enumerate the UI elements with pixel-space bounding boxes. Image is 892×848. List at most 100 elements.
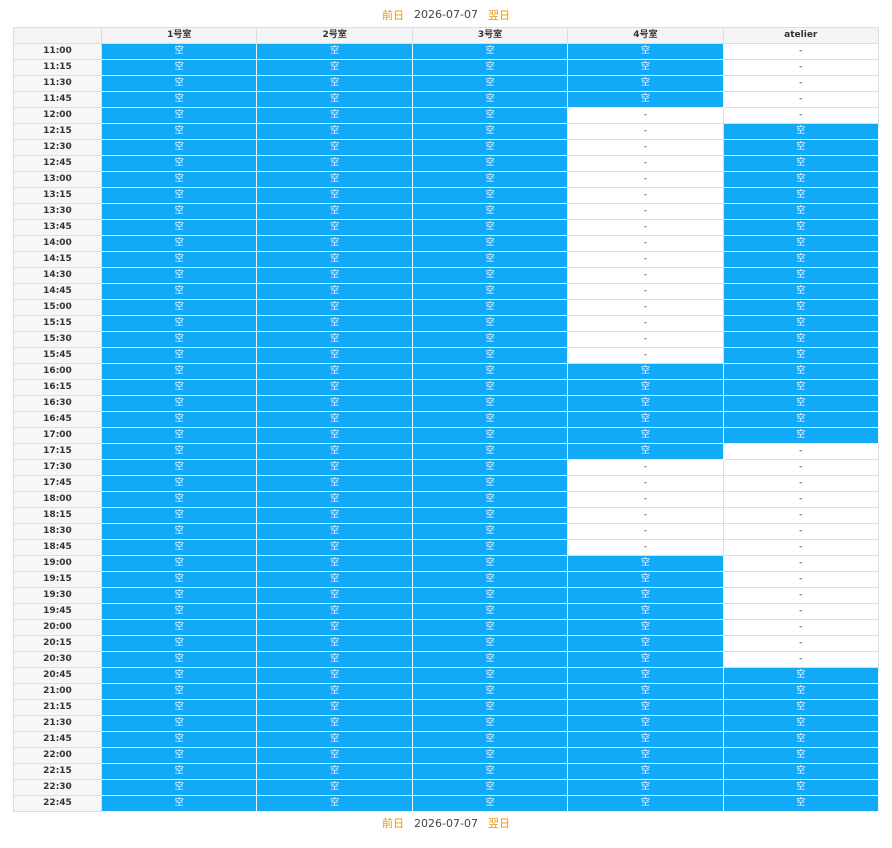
available-slot-room-3[interactable]: 空 <box>411 715 569 732</box>
available-slot-room-4[interactable]: 空 <box>567 395 724 412</box>
available-slot-room-2[interactable]: 空 <box>256 571 413 588</box>
available-slot-room-2[interactable]: 空 <box>256 139 413 156</box>
available-slot-room-atelier[interactable]: 空 <box>722 363 880 380</box>
available-slot-room-atelier[interactable]: 空 <box>722 763 880 780</box>
available-slot-room-3[interactable]: 空 <box>411 731 569 748</box>
available-slot-room-1[interactable]: 空 <box>100 651 258 668</box>
available-slot-room-atelier[interactable]: 空 <box>722 667 880 684</box>
available-slot-room-3[interactable]: 空 <box>411 651 569 668</box>
available-slot-room-1[interactable]: 空 <box>100 459 258 476</box>
available-slot-room-3[interactable]: 空 <box>411 171 569 188</box>
available-slot-room-1[interactable]: 空 <box>100 619 258 636</box>
available-slot-room-atelier[interactable]: 空 <box>722 251 880 268</box>
available-slot-room-2[interactable]: 空 <box>256 59 413 76</box>
available-slot-room-atelier[interactable]: 空 <box>722 779 880 796</box>
available-slot-room-3[interactable]: 空 <box>411 187 569 204</box>
available-slot-room-2[interactable]: 空 <box>256 603 413 620</box>
available-slot-room-4[interactable]: 空 <box>567 603 724 620</box>
available-slot-room-3[interactable]: 空 <box>411 459 569 476</box>
available-slot-room-4[interactable]: 空 <box>567 683 724 700</box>
available-slot-room-2[interactable]: 空 <box>256 283 413 300</box>
available-slot-room-4[interactable]: 空 <box>567 75 724 92</box>
available-slot-room-4[interactable]: 空 <box>567 619 724 636</box>
available-slot-room-3[interactable]: 空 <box>411 59 569 76</box>
available-slot-room-atelier[interactable]: 空 <box>722 155 880 172</box>
available-slot-room-1[interactable]: 空 <box>100 171 258 188</box>
available-slot-room-2[interactable]: 空 <box>256 123 413 140</box>
available-slot-room-atelier[interactable]: 空 <box>722 731 880 748</box>
available-slot-room-3[interactable]: 空 <box>411 139 569 156</box>
available-slot-room-1[interactable]: 空 <box>100 699 258 716</box>
available-slot-room-2[interactable]: 空 <box>256 395 413 412</box>
next-day-link[interactable]: 翌日 <box>487 817 510 830</box>
available-slot-room-2[interactable]: 空 <box>256 619 413 636</box>
available-slot-room-2[interactable]: 空 <box>256 43 413 60</box>
available-slot-room-1[interactable]: 空 <box>100 283 258 300</box>
available-slot-room-atelier[interactable]: 空 <box>722 715 880 732</box>
available-slot-room-1[interactable]: 空 <box>100 331 258 348</box>
available-slot-room-atelier[interactable]: 空 <box>722 187 880 204</box>
available-slot-room-2[interactable]: 空 <box>256 731 413 748</box>
available-slot-room-1[interactable]: 空 <box>100 779 258 796</box>
available-slot-room-atelier[interactable]: 空 <box>722 683 880 700</box>
available-slot-room-atelier[interactable]: 空 <box>722 139 880 156</box>
available-slot-room-4[interactable]: 空 <box>567 651 724 668</box>
available-slot-room-4[interactable]: 空 <box>567 555 724 572</box>
available-slot-room-3[interactable]: 空 <box>411 315 569 332</box>
available-slot-room-3[interactable]: 空 <box>411 379 569 396</box>
available-slot-room-3[interactable]: 空 <box>411 75 569 92</box>
available-slot-room-4[interactable]: 空 <box>567 667 724 684</box>
available-slot-room-3[interactable]: 空 <box>411 123 569 140</box>
available-slot-room-1[interactable]: 空 <box>100 507 258 524</box>
available-slot-room-4[interactable]: 空 <box>567 363 724 380</box>
available-slot-room-4[interactable]: 空 <box>567 571 724 588</box>
available-slot-room-1[interactable]: 空 <box>100 267 258 284</box>
available-slot-room-3[interactable]: 空 <box>411 411 569 428</box>
available-slot-room-1[interactable]: 空 <box>100 795 258 812</box>
available-slot-room-2[interactable]: 空 <box>256 251 413 268</box>
available-slot-room-4[interactable]: 空 <box>567 587 724 604</box>
available-slot-room-3[interactable]: 空 <box>411 155 569 172</box>
available-slot-room-atelier[interactable]: 空 <box>722 747 880 764</box>
available-slot-room-2[interactable]: 空 <box>256 347 413 364</box>
available-slot-room-3[interactable]: 空 <box>411 747 569 764</box>
available-slot-room-1[interactable]: 空 <box>100 427 258 444</box>
available-slot-room-2[interactable]: 空 <box>256 267 413 284</box>
available-slot-room-2[interactable]: 空 <box>256 715 413 732</box>
available-slot-room-3[interactable]: 空 <box>411 331 569 348</box>
available-slot-room-4[interactable]: 空 <box>567 747 724 764</box>
available-slot-room-2[interactable]: 空 <box>256 587 413 604</box>
available-slot-room-atelier[interactable]: 空 <box>722 395 880 412</box>
available-slot-room-1[interactable]: 空 <box>100 491 258 508</box>
available-slot-room-3[interactable]: 空 <box>411 283 569 300</box>
available-slot-room-2[interactable]: 空 <box>256 779 413 796</box>
available-slot-room-atelier[interactable]: 空 <box>722 315 880 332</box>
available-slot-room-atelier[interactable]: 空 <box>722 379 880 396</box>
available-slot-room-2[interactable]: 空 <box>256 459 413 476</box>
available-slot-room-atelier[interactable]: 空 <box>722 795 880 812</box>
available-slot-room-3[interactable]: 空 <box>411 683 569 700</box>
available-slot-room-1[interactable]: 空 <box>100 91 258 108</box>
available-slot-room-atelier[interactable]: 空 <box>722 171 880 188</box>
available-slot-room-atelier[interactable]: 空 <box>722 267 880 284</box>
available-slot-room-3[interactable]: 空 <box>411 443 569 460</box>
available-slot-room-4[interactable]: 空 <box>567 443 724 460</box>
available-slot-room-1[interactable]: 空 <box>100 555 258 572</box>
available-slot-room-1[interactable]: 空 <box>100 107 258 124</box>
available-slot-room-1[interactable]: 空 <box>100 155 258 172</box>
next-day-link[interactable]: 翌日 <box>487 8 510 22</box>
available-slot-room-3[interactable]: 空 <box>411 251 569 268</box>
available-slot-room-atelier[interactable]: 空 <box>722 299 880 316</box>
available-slot-room-3[interactable]: 空 <box>411 587 569 604</box>
available-slot-room-2[interactable]: 空 <box>256 555 413 572</box>
available-slot-room-1[interactable]: 空 <box>100 347 258 364</box>
available-slot-room-3[interactable]: 空 <box>411 219 569 236</box>
available-slot-room-2[interactable]: 空 <box>256 91 413 108</box>
available-slot-room-atelier[interactable]: 空 <box>722 699 880 716</box>
available-slot-room-3[interactable]: 空 <box>411 235 569 252</box>
available-slot-room-1[interactable]: 空 <box>100 539 258 556</box>
available-slot-room-3[interactable]: 空 <box>411 395 569 412</box>
available-slot-room-2[interactable]: 空 <box>256 443 413 460</box>
available-slot-room-1[interactable]: 空 <box>100 763 258 780</box>
available-slot-room-1[interactable]: 空 <box>100 123 258 140</box>
